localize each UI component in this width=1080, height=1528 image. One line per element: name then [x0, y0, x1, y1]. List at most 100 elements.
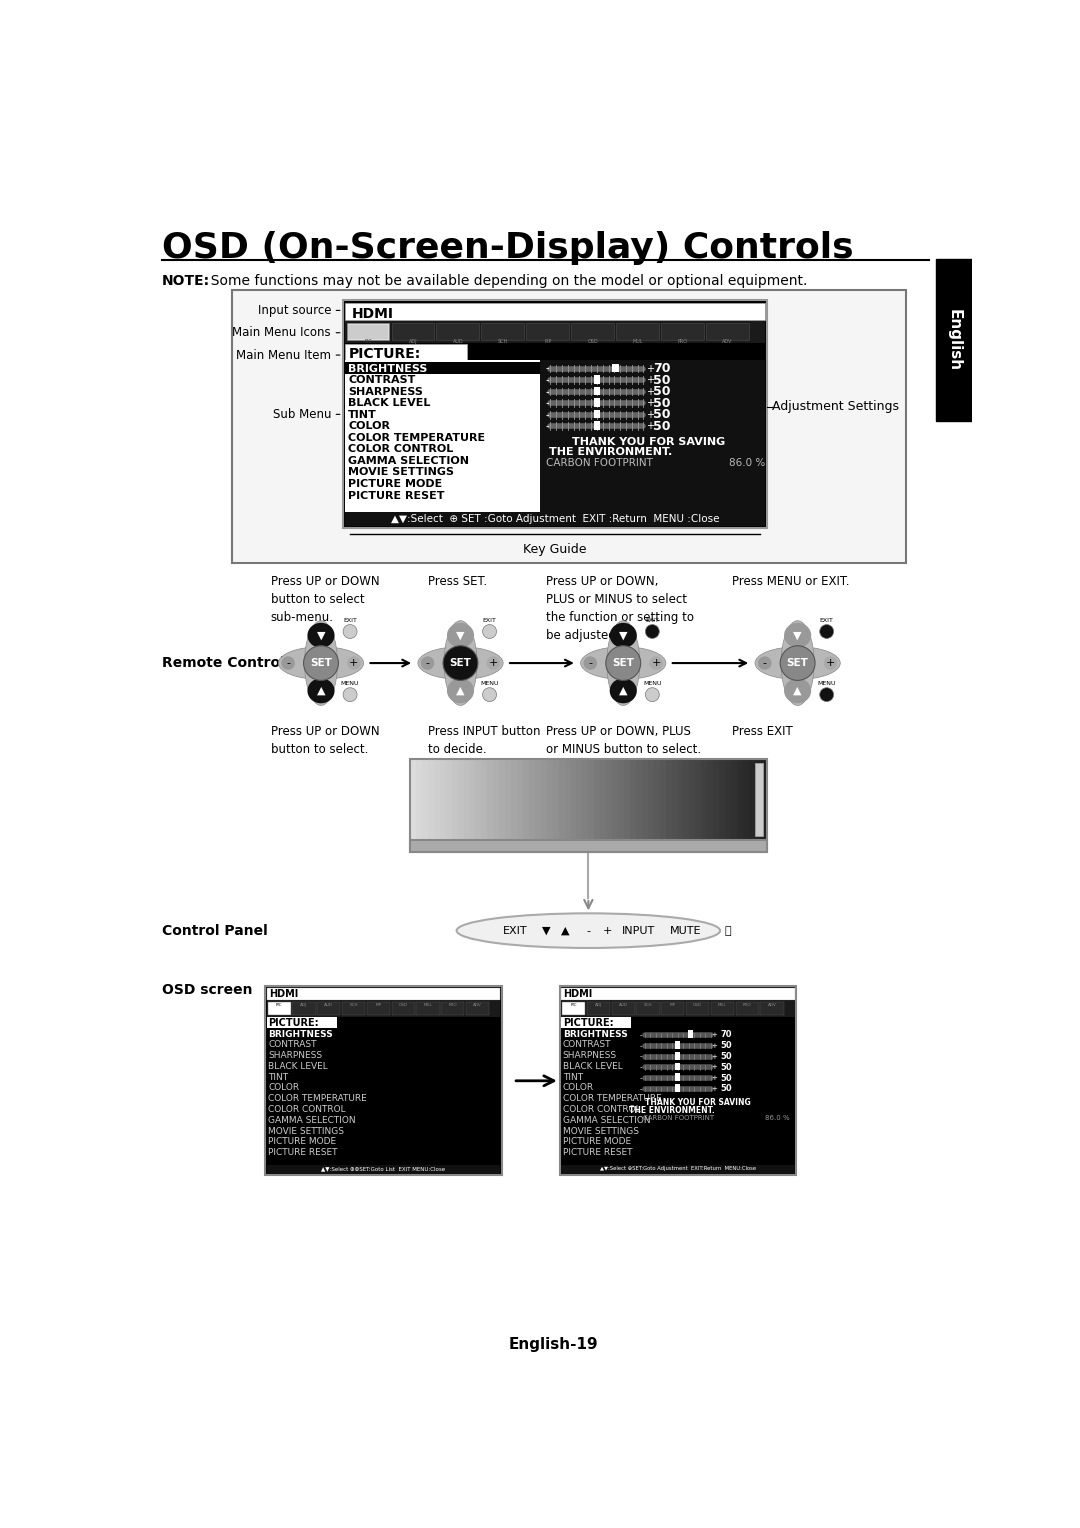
- Bar: [523, 759, 529, 840]
- Bar: [267, 989, 500, 1001]
- Bar: [586, 1002, 610, 1015]
- Text: Main Menu Icons: Main Menu Icons: [232, 327, 332, 339]
- Bar: [440, 759, 446, 840]
- Bar: [684, 759, 690, 840]
- Text: Press UP or DOWN,
PLUS or MINUS to select
the function or setting to
be adjusted: Press UP or DOWN, PLUS or MINUS to selec…: [545, 575, 693, 642]
- Circle shape: [443, 646, 478, 680]
- Bar: [553, 759, 559, 840]
- Text: -: -: [589, 659, 592, 668]
- Bar: [594, 410, 600, 419]
- Bar: [612, 759, 619, 840]
- Bar: [701, 759, 708, 840]
- Text: ▲▼:Select ⊕SET:Goto Adjustment  EXIT:Return  MENU:Close: ▲▼:Select ⊕SET:Goto Adjustment EXIT:Retu…: [599, 1166, 756, 1170]
- Text: MOVIE SETTINGS: MOVIE SETTINGS: [563, 1126, 638, 1135]
- Text: -: -: [639, 1065, 643, 1070]
- Ellipse shape: [610, 623, 637, 648]
- Bar: [719, 759, 726, 840]
- Bar: [535, 759, 541, 840]
- Bar: [624, 759, 631, 840]
- Ellipse shape: [418, 646, 503, 680]
- Bar: [494, 759, 500, 840]
- Text: BLACK LEVEL: BLACK LEVEL: [348, 399, 431, 408]
- Text: PICTURE MODE: PICTURE MODE: [268, 1137, 337, 1146]
- Text: EXIT: EXIT: [646, 617, 659, 622]
- Bar: [636, 1002, 660, 1015]
- Text: CONTRAST: CONTRAST: [348, 374, 416, 385]
- Text: ⏻: ⏻: [725, 926, 731, 935]
- Bar: [232, 290, 906, 562]
- Bar: [482, 324, 524, 341]
- Text: SET: SET: [310, 659, 332, 668]
- Text: TINT: TINT: [348, 410, 377, 420]
- Text: -: -: [639, 1042, 643, 1048]
- Bar: [345, 344, 468, 359]
- Text: NOTE:: NOTE:: [162, 274, 211, 289]
- Text: MOVIE SETTINGS: MOVIE SETTINGS: [348, 468, 454, 477]
- Text: Press MENU or EXIT.: Press MENU or EXIT.: [732, 575, 849, 588]
- Text: Input source: Input source: [257, 304, 332, 316]
- Bar: [696, 759, 702, 840]
- Ellipse shape: [447, 678, 474, 703]
- Bar: [342, 301, 768, 527]
- Bar: [594, 374, 600, 384]
- Text: BLACK LEVEL: BLACK LEVEL: [563, 1062, 622, 1071]
- Text: MUL: MUL: [632, 339, 643, 344]
- Bar: [348, 325, 388, 339]
- Text: EXIT: EXIT: [502, 926, 527, 935]
- Text: MUL: MUL: [718, 1002, 727, 1007]
- Text: PIP: PIP: [375, 1002, 381, 1007]
- Bar: [731, 759, 738, 840]
- Text: 50: 50: [652, 373, 671, 387]
- Bar: [600, 759, 607, 840]
- Text: GAMMA SELECTION: GAMMA SELECTION: [348, 455, 469, 466]
- Circle shape: [780, 646, 815, 680]
- Circle shape: [646, 688, 659, 701]
- Text: 50: 50: [720, 1074, 732, 1083]
- Text: PIC: PIC: [275, 1002, 282, 1007]
- Text: ▲: ▲: [619, 686, 627, 695]
- Text: 50: 50: [652, 420, 671, 432]
- Bar: [345, 512, 765, 526]
- Text: ▲: ▲: [794, 686, 801, 695]
- Circle shape: [820, 688, 834, 701]
- Ellipse shape: [784, 678, 811, 703]
- Bar: [410, 759, 417, 840]
- Text: +: +: [647, 422, 654, 431]
- Bar: [416, 759, 422, 840]
- Text: ▼: ▼: [794, 631, 801, 640]
- Text: PICTURE:: PICTURE:: [349, 347, 421, 361]
- Text: HDMI: HDMI: [564, 989, 593, 999]
- Bar: [342, 1002, 365, 1015]
- Text: +: +: [647, 410, 654, 420]
- Text: +: +: [711, 1053, 717, 1059]
- Bar: [589, 759, 595, 840]
- Bar: [594, 387, 600, 396]
- Ellipse shape: [308, 678, 335, 703]
- Bar: [345, 359, 540, 512]
- Bar: [428, 759, 434, 840]
- Bar: [648, 759, 654, 840]
- Text: PICTURE RESET: PICTURE RESET: [563, 1148, 632, 1157]
- Circle shape: [820, 625, 834, 639]
- Bar: [660, 759, 666, 840]
- Ellipse shape: [784, 623, 811, 648]
- Bar: [540, 359, 765, 512]
- Ellipse shape: [649, 657, 663, 669]
- Text: Control Panel: Control Panel: [162, 923, 268, 938]
- Text: THANK YOU FOR SAVING: THANK YOU FOR SAVING: [572, 437, 726, 446]
- Text: +: +: [603, 926, 612, 935]
- Bar: [743, 759, 750, 840]
- Bar: [410, 840, 767, 851]
- Text: -: -: [586, 926, 591, 935]
- Text: -: -: [639, 1076, 643, 1082]
- Bar: [267, 1166, 500, 1174]
- Text: +: +: [651, 659, 661, 668]
- Text: 70: 70: [720, 1030, 731, 1039]
- Bar: [562, 1002, 585, 1015]
- Text: SET: SET: [449, 659, 472, 668]
- Text: SHARPNESS: SHARPNESS: [268, 1051, 323, 1060]
- Text: BLACK LEVEL: BLACK LEVEL: [268, 1062, 328, 1071]
- Bar: [706, 324, 748, 341]
- Text: +: +: [711, 1031, 717, 1038]
- Bar: [345, 321, 765, 342]
